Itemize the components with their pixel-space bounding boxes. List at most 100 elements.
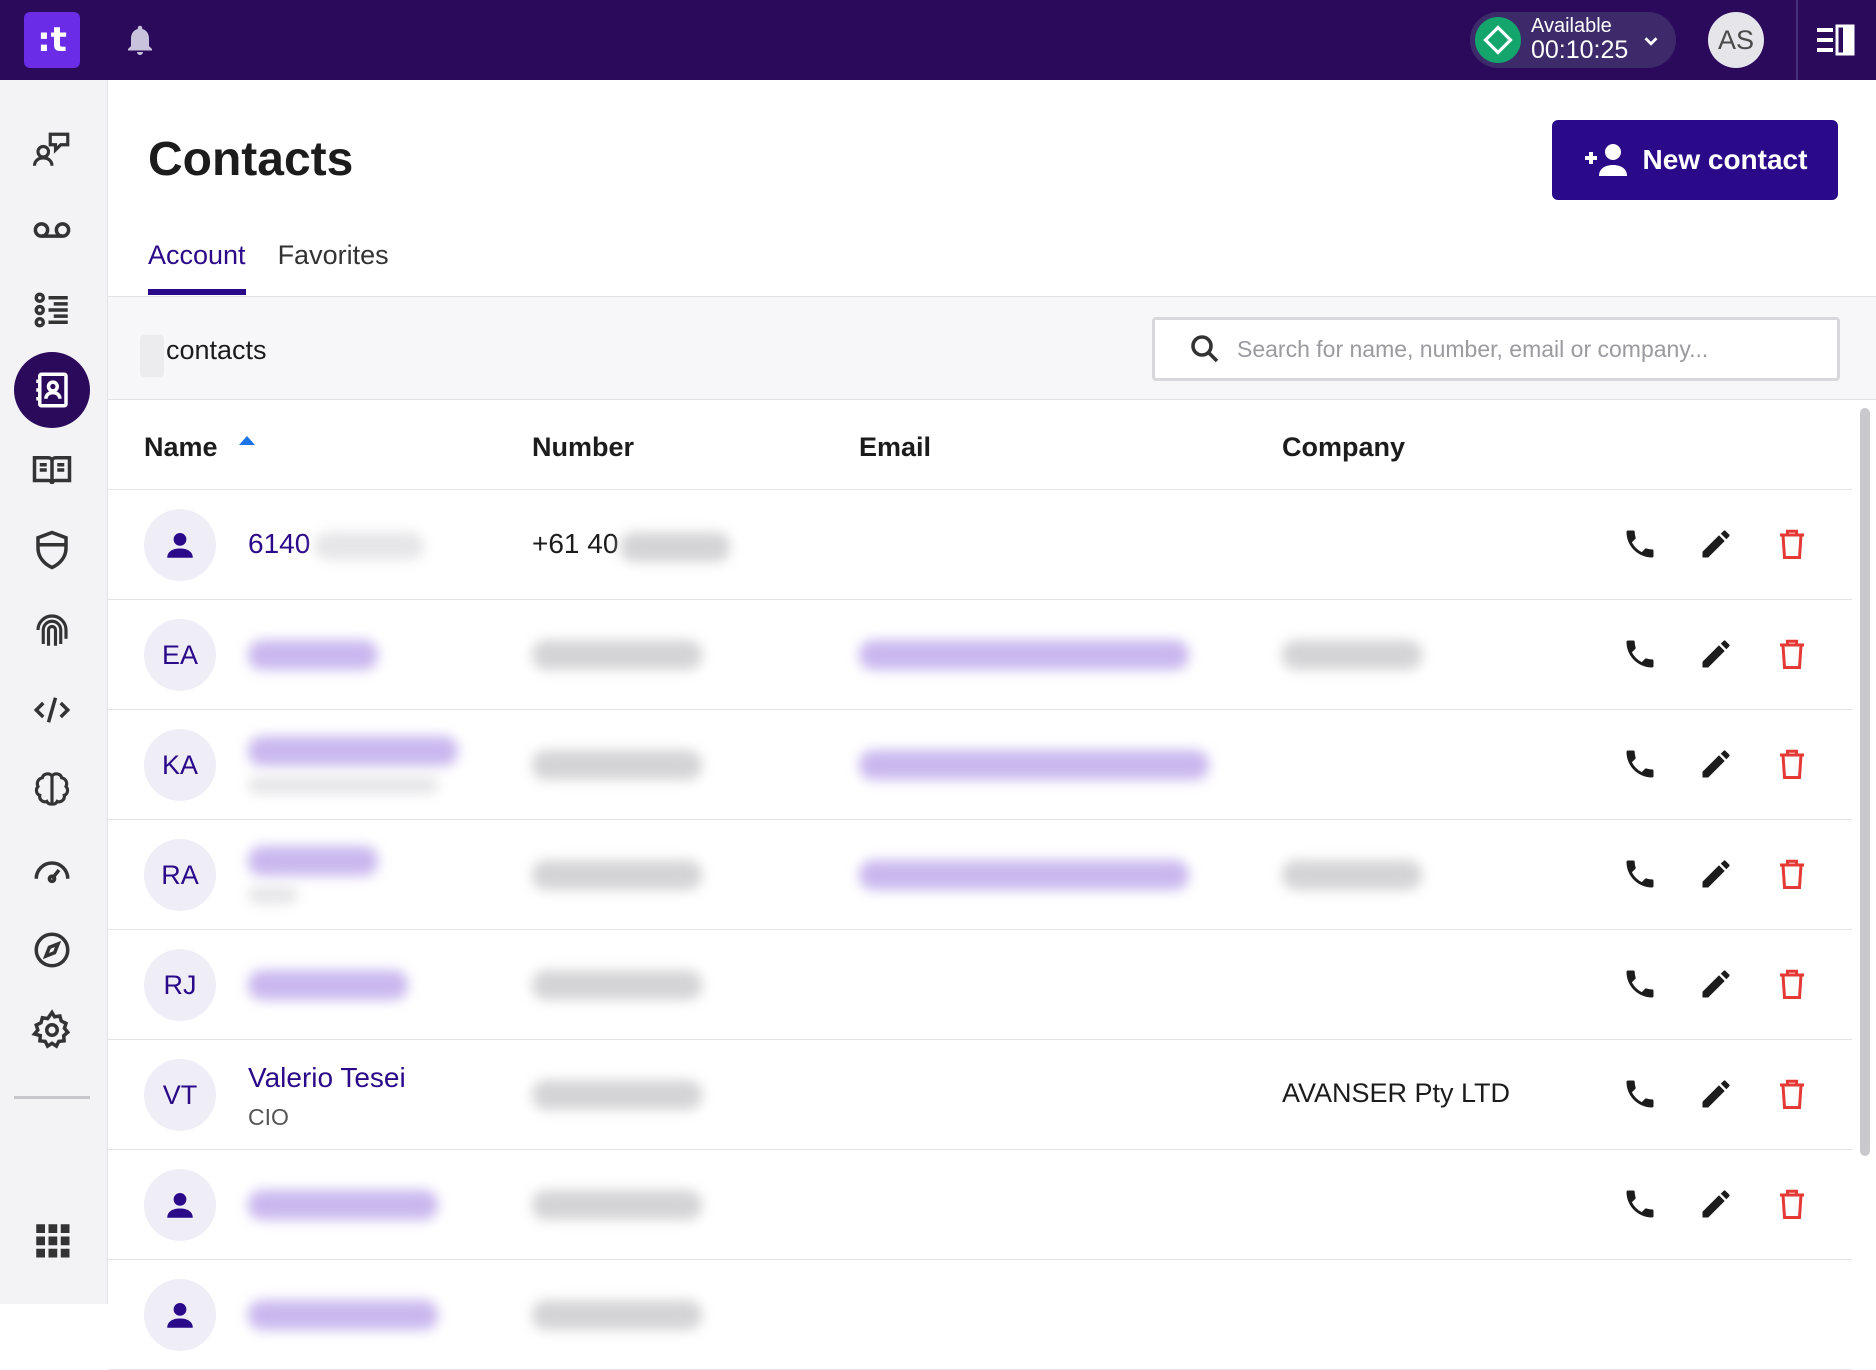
pencil-icon bbox=[1702, 970, 1730, 998]
phone-icon bbox=[1626, 640, 1654, 668]
table-row[interactable]: VT Valerio Tesei CIO AVANSER Pty LTD bbox=[108, 1040, 1852, 1150]
phone-icon bbox=[1626, 530, 1654, 558]
pencil-icon bbox=[1702, 750, 1730, 778]
scrollbar[interactable] bbox=[1860, 408, 1870, 1156]
avatar: VT bbox=[144, 1059, 216, 1131]
call-button[interactable] bbox=[1620, 744, 1660, 784]
call-button[interactable] bbox=[1620, 964, 1660, 1004]
search-input[interactable] bbox=[1237, 335, 1817, 363]
edit-button[interactable] bbox=[1696, 1184, 1736, 1224]
edit-button[interactable] bbox=[1696, 634, 1736, 674]
edit-button[interactable] bbox=[1696, 964, 1736, 1004]
top-bar: :t Available 00:10:25 AS bbox=[0, 0, 1876, 80]
avatar bbox=[144, 1279, 216, 1351]
tabs: Account Favorites bbox=[148, 240, 389, 295]
call-button[interactable] bbox=[1620, 634, 1660, 674]
edit-button[interactable] bbox=[1696, 1074, 1736, 1114]
edit-button[interactable] bbox=[1696, 854, 1736, 894]
pencil-icon bbox=[1702, 530, 1730, 558]
delete-button[interactable] bbox=[1772, 854, 1812, 894]
redacted-number bbox=[532, 860, 702, 890]
nav-queue[interactable] bbox=[14, 272, 90, 348]
nav-agent-chat[interactable] bbox=[14, 112, 90, 188]
agent-status-selector[interactable]: Available 00:10:25 bbox=[1470, 12, 1676, 68]
trash-icon bbox=[1780, 859, 1804, 889]
contact-name[interactable]: Valerio Tesei bbox=[248, 1062, 406, 1093]
bell-icon[interactable] bbox=[122, 22, 158, 58]
add-person-icon bbox=[1584, 144, 1627, 176]
redacted-email bbox=[859, 860, 1189, 890]
tab-favorites[interactable]: Favorites bbox=[277, 240, 389, 270]
nav-contacts[interactable] bbox=[14, 352, 90, 428]
phone-icon bbox=[1626, 1190, 1654, 1218]
book-icon bbox=[32, 456, 72, 485]
filter-bar: contacts bbox=[108, 296, 1876, 400]
table-row[interactable] bbox=[108, 1150, 1852, 1260]
column-header-email[interactable]: Email bbox=[859, 432, 932, 462]
nav-dashboard[interactable] bbox=[14, 832, 90, 908]
avatar: RJ bbox=[144, 949, 216, 1021]
user-avatar[interactable]: AS bbox=[1708, 12, 1764, 68]
pencil-icon bbox=[1702, 860, 1730, 888]
app-logo[interactable]: :t bbox=[24, 12, 80, 68]
delete-button[interactable] bbox=[1772, 1184, 1812, 1224]
sidebar bbox=[0, 80, 108, 1304]
nav-security[interactable] bbox=[14, 512, 90, 588]
redacted-company bbox=[1282, 860, 1422, 890]
redacted-title bbox=[248, 776, 438, 794]
call-button[interactable] bbox=[1620, 1184, 1660, 1224]
compass-icon bbox=[34, 932, 70, 968]
status-available-icon bbox=[1475, 17, 1521, 63]
redacted-name bbox=[248, 736, 458, 766]
call-button[interactable] bbox=[1620, 1074, 1660, 1114]
column-header-number[interactable]: Number bbox=[532, 432, 635, 462]
table-row[interactable]: 6140 +61 40 bbox=[108, 490, 1852, 600]
nav-voicemail[interactable] bbox=[14, 192, 90, 268]
nav-developer[interactable] bbox=[14, 672, 90, 748]
sidebar-divider bbox=[14, 1096, 90, 1099]
table-row[interactable]: KA bbox=[108, 710, 1852, 820]
nav-apps[interactable] bbox=[14, 1202, 90, 1278]
agent-chat-icon bbox=[32, 132, 70, 166]
call-button[interactable] bbox=[1620, 854, 1660, 894]
contact-name[interactable]: 6140 bbox=[248, 528, 311, 559]
edit-button[interactable] bbox=[1696, 744, 1736, 784]
table-row[interactable]: RJ bbox=[108, 930, 1852, 1040]
edit-button[interactable] bbox=[1696, 524, 1736, 564]
topbar-divider bbox=[1796, 0, 1798, 80]
call-button[interactable] bbox=[1620, 524, 1660, 564]
nav-explore[interactable] bbox=[14, 912, 90, 988]
nav-biometrics[interactable] bbox=[14, 592, 90, 668]
nav-settings[interactable] bbox=[14, 992, 90, 1068]
delete-button[interactable] bbox=[1772, 964, 1812, 1004]
nav-ai[interactable] bbox=[14, 752, 90, 828]
pencil-icon bbox=[1702, 1080, 1730, 1108]
new-contact-label: New contact bbox=[1642, 144, 1808, 175]
delete-button[interactable] bbox=[1772, 744, 1812, 784]
column-header-name[interactable]: Name bbox=[144, 432, 218, 462]
contact-count-label: contacts bbox=[166, 335, 267, 365]
delete-button[interactable] bbox=[1772, 634, 1812, 674]
nav-knowledge[interactable] bbox=[14, 432, 90, 508]
pencil-icon bbox=[1702, 1190, 1730, 1218]
tab-account[interactable]: Account bbox=[148, 240, 246, 295]
redacted-name bbox=[248, 1300, 438, 1330]
table-header: Name Number Email Company bbox=[108, 400, 1852, 490]
trash-icon bbox=[1780, 1189, 1804, 1219]
avatar: KA bbox=[144, 729, 216, 801]
sort-ascending-icon[interactable] bbox=[239, 436, 255, 445]
redacted-number bbox=[532, 1080, 702, 1110]
voicemail-icon bbox=[33, 222, 71, 238]
trash-icon bbox=[1780, 749, 1804, 779]
table-row[interactable] bbox=[108, 1260, 1852, 1370]
new-contact-button[interactable]: New contact bbox=[1552, 120, 1838, 200]
delete-button[interactable] bbox=[1772, 524, 1812, 564]
redacted-name bbox=[314, 532, 424, 560]
gear-icon bbox=[31, 1009, 71, 1049]
side-panel-toggle-icon[interactable] bbox=[1815, 22, 1855, 58]
column-header-company[interactable]: Company bbox=[1282, 432, 1406, 462]
table-row[interactable]: RA bbox=[108, 820, 1852, 930]
table-row[interactable]: EA bbox=[108, 600, 1852, 710]
fingerprint-icon bbox=[36, 614, 68, 646]
delete-button[interactable] bbox=[1772, 1074, 1812, 1114]
